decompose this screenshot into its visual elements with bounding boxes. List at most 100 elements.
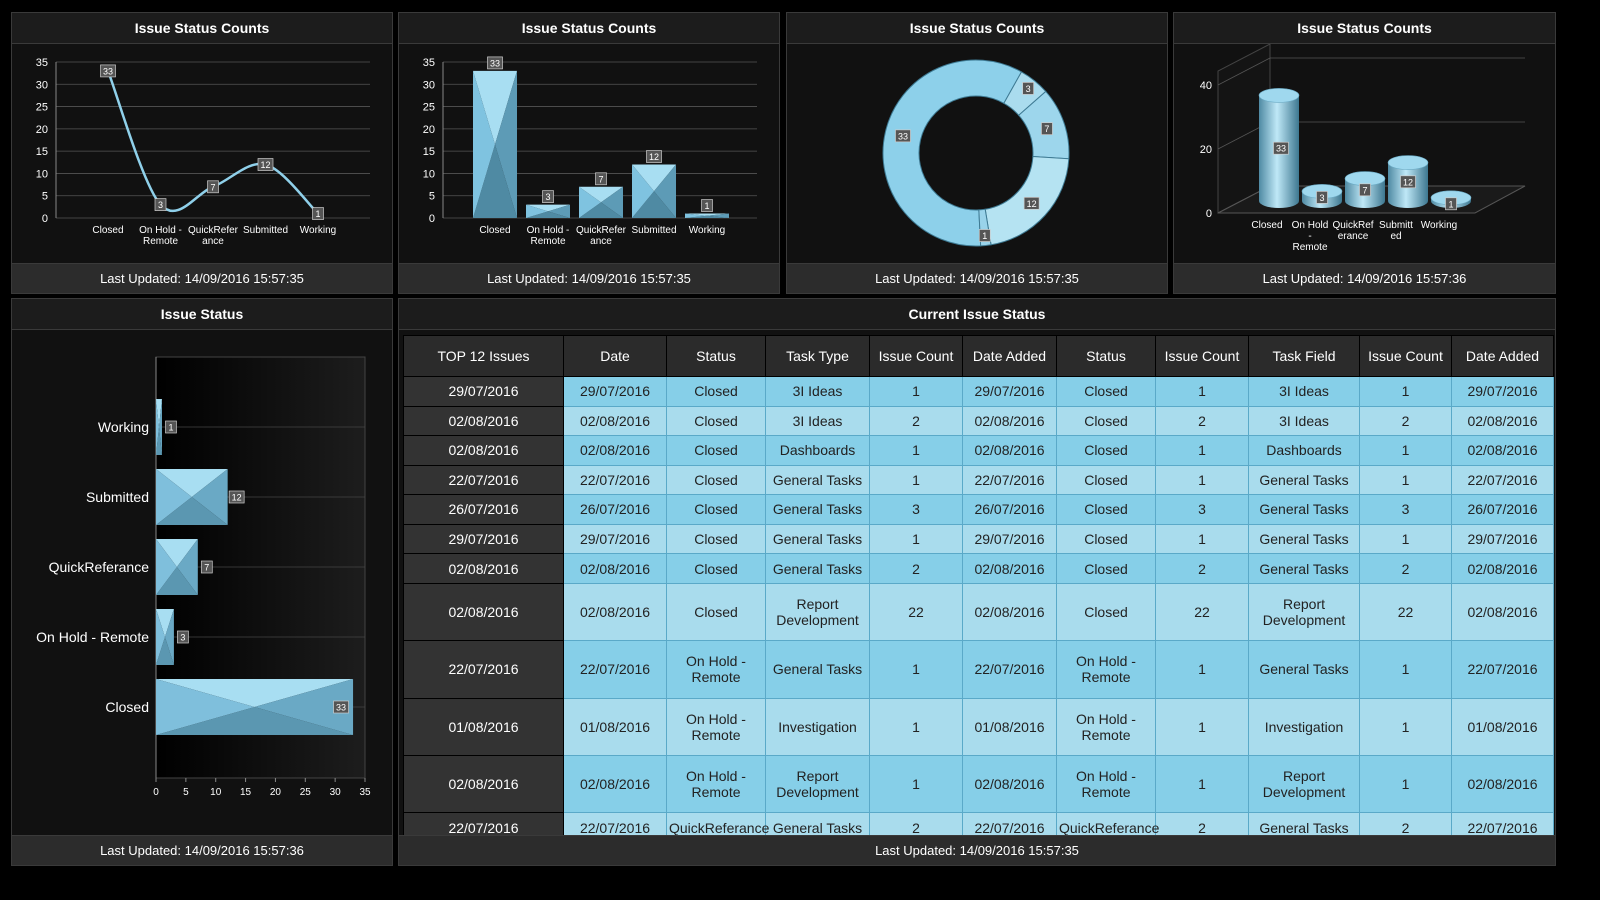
column-header[interactable]: Task Field — [1248, 335, 1360, 377]
y-tick-label: 10 — [423, 168, 435, 180]
table-row[interactable]: 02/08/2016 02/08/2016 On Hold - Remote Repo… — [403, 754, 1554, 814]
table-cell: 2 — [869, 553, 963, 584]
table-row[interactable]: 29/07/2016 29/07/2016 Closed 3I Ideas 1 29/07… — [403, 376, 1554, 407]
data-label: 1 — [168, 423, 173, 433]
x-tick-label: 20 — [270, 787, 282, 798]
table-cell: 22/07/2016 — [563, 464, 667, 496]
table-cell: 1 — [1359, 697, 1452, 756]
table-row[interactable]: 22/07/2016 22/07/2016 On Hold - Remote Gene… — [403, 640, 1554, 699]
table-cell: General Tasks — [765, 640, 870, 699]
data-label-bg — [200, 560, 213, 574]
table-cell: General Tasks — [1248, 553, 1360, 584]
bar-facet — [526, 211, 570, 218]
y-tick-label: Working — [98, 419, 149, 435]
table-cell: General Tasks — [765, 523, 870, 555]
table-cell: 22/07/2016 — [563, 640, 667, 699]
table-cell: 1 — [869, 435, 963, 466]
cylinder-chart: 0 20 40 33 Closed 3 On Hold-Remote 7 QuickRefera… — [1200, 43, 1526, 253]
table-cell: 2 — [1359, 553, 1452, 584]
column-header[interactable]: Status — [666, 335, 766, 377]
table-cell: 22 — [1359, 582, 1452, 642]
series-line — [106, 70, 319, 215]
table-cell: General Tasks — [1248, 494, 1360, 525]
y-tick-label: 20 — [1200, 144, 1212, 156]
bar-facet — [632, 191, 676, 218]
table-cell: 1 — [1359, 640, 1452, 699]
column-header[interactable]: Issue Count — [1359, 335, 1452, 377]
bar-facet — [156, 637, 174, 665]
panel-title: Issue Status Counts — [399, 13, 779, 44]
table-cell: Investigation — [765, 697, 870, 756]
column-header[interactable]: Date — [563, 335, 667, 377]
bar-facet — [495, 70, 517, 219]
table-cell: On Hold - Remote — [1056, 640, 1156, 699]
data-label-bg — [207, 180, 219, 194]
y-tick-label: 25 — [36, 102, 48, 114]
x-tick-label: Remote — [143, 236, 178, 247]
data-label-bg — [978, 229, 991, 242]
data-label-bg — [1041, 122, 1053, 136]
table-row[interactable]: 02/08/2016 02/08/2016 Closed General Tasks 2… — [403, 553, 1554, 584]
table-cell: 02/08/2016 — [1451, 435, 1554, 466]
bar-facet — [707, 213, 729, 218]
issue-table: TOP 12 Issues Date Status Task Type Issue Co… — [403, 335, 1554, 843]
data-label: 7 — [210, 182, 215, 192]
table-cell: 3I Ideas — [1248, 405, 1360, 437]
table-cell: 29/07/2016 — [1451, 523, 1554, 555]
bar-facet — [632, 164, 676, 192]
data-label: 7 — [598, 174, 603, 184]
data-label: 3 — [545, 192, 550, 202]
table-cell: 1 — [1359, 754, 1452, 814]
table-cell: 2 — [1359, 405, 1452, 437]
panel-title: Issue Status — [12, 299, 392, 330]
table-cell: 02/08/2016 — [1451, 553, 1554, 584]
table-row[interactable]: 22/07/2016 22/07/2016 Closed General Tasks 1… — [403, 464, 1554, 496]
table-cell: 01/08/2016 — [403, 697, 564, 756]
x-tick-label: Working — [689, 225, 726, 236]
column-header[interactable]: Issue Count — [869, 335, 963, 377]
table-cell: 02/08/2016 — [962, 405, 1057, 437]
table-row[interactable]: 01/08/2016 01/08/2016 On Hold - Remote Inve… — [403, 697, 1554, 756]
data-label: 33 — [103, 66, 113, 76]
data-label: 7 — [1044, 124, 1049, 134]
y-tick-label: QuickReferance — [49, 559, 150, 575]
column-header[interactable]: Task Type — [765, 335, 870, 377]
column-header[interactable]: TOP 12 Issues — [403, 335, 564, 377]
bar-chart: 0 5 10 15 20 25 30 35 33 Closed 3 On Hold -Remote 7 Q… — [423, 56, 757, 247]
data-label-bg — [487, 56, 503, 70]
table-cell: Investigation — [1248, 697, 1360, 756]
column-header[interactable]: Issue Count — [1155, 335, 1249, 377]
data-label: 3 — [158, 200, 163, 210]
table-cell: 3I Ideas — [765, 405, 870, 437]
data-label: 1 — [982, 231, 987, 241]
bar-facet — [164, 609, 174, 665]
bar-facet — [156, 679, 354, 707]
table-row[interactable]: 29/07/2016 29/07/2016 Closed General Tasks 1… — [403, 523, 1554, 555]
table-row[interactable]: 02/08/2016 02/08/2016 Closed Report Develop… — [403, 582, 1554, 642]
column-header[interactable]: Date Added — [962, 335, 1057, 377]
x-tick-label: ance — [590, 236, 612, 247]
horizontal-bar-chart: 0 5 10 15 20 25 30 35 1 Working 12 Submitted 7 QuickR… — [36, 356, 371, 798]
bar-facet — [156, 399, 162, 427]
bar — [156, 679, 354, 735]
x-tick-label: On Hold - — [527, 225, 570, 236]
y-tick-label: 35 — [36, 57, 48, 69]
table-cell: 1 — [1359, 464, 1452, 496]
table-row[interactable]: 02/08/2016 02/08/2016 Closed 3I Ideas 2 02/08… — [403, 405, 1554, 437]
table-cell: 3 — [1359, 494, 1452, 525]
bar-facet — [473, 70, 517, 145]
column-header[interactable]: Status — [1056, 335, 1156, 377]
table-cell: 02/08/2016 — [1451, 405, 1554, 437]
table-row[interactable]: 26/07/2016 26/07/2016 Closed General Tasks 3… — [403, 494, 1554, 525]
column-header[interactable]: Date Added — [1451, 335, 1554, 377]
bar-facet — [156, 469, 192, 525]
table-cell: 01/08/2016 — [563, 697, 667, 756]
table-row[interactable]: 02/08/2016 02/08/2016 Closed Dashboards 1 02/… — [403, 435, 1554, 466]
table-cell: 02/08/2016 — [403, 754, 564, 814]
y-tick-label: 30 — [423, 79, 435, 91]
table-cell: Closed — [1056, 494, 1156, 525]
table-cell: 1 — [869, 754, 963, 814]
data-label-bg — [646, 150, 662, 163]
bar-facet — [685, 213, 707, 218]
table-cell: General Tasks — [765, 464, 870, 496]
